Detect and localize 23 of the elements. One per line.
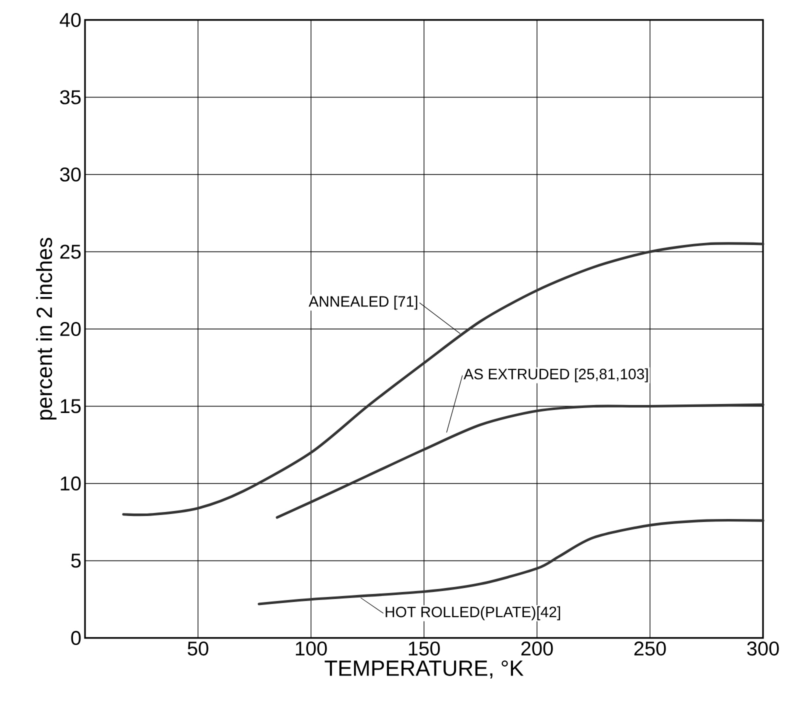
y-tick-label: 40: [60, 12, 81, 28]
x-tick-label: 300: [747, 642, 779, 656]
y-tick-label: 35: [60, 90, 81, 104]
line-series: [122, 242, 764, 516]
y-tick-label: 10: [60, 476, 81, 491]
x-tick-label: 200: [521, 642, 553, 656]
x-tick-label: 50: [188, 642, 208, 656]
x-tick-label: 150: [408, 642, 440, 656]
x-tick-label: 100: [296, 642, 327, 656]
annotation: HOT ROLLED(PLATE)[42]: [386, 606, 560, 620]
y-axis-title: percent in 2 inches: [36, 238, 56, 420]
y-tick-label: 20: [60, 322, 81, 336]
y-tick-label: 5: [71, 554, 81, 568]
y-tick-label: 25: [60, 244, 81, 259]
y-tick-label: 0: [71, 630, 81, 646]
annotation: AS EXTRUDED [25,81,103]: [464, 368, 648, 382]
x-axis-title: TEMPERATURE, °K: [324, 660, 524, 679]
annotation: ANNEALED [71]: [308, 296, 418, 310]
y-tick-label: 30: [60, 167, 81, 182]
line-series: [258, 518, 764, 606]
y-tick-label: 15: [60, 399, 81, 414]
line-series: [276, 403, 764, 519]
x-tick-label: 250: [634, 642, 666, 656]
